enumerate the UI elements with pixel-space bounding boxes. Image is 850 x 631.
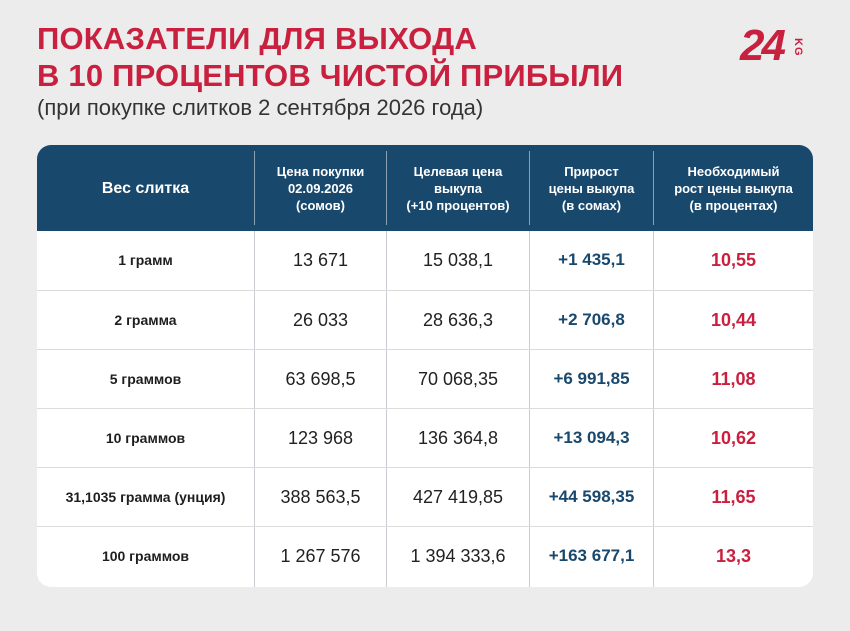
table-header: Вес слитка Цена покупки 02.09.2026 (сомо… <box>37 145 813 231</box>
title-line-2: В 10 ПРОЦЕНТОВ ЧИСТОЙ ПРИБЫЛИ <box>37 58 624 93</box>
column-divider <box>653 231 654 587</box>
cell-pct: 11,08 <box>711 368 756 389</box>
cell-buy-price: 1 267 576 <box>280 545 361 566</box>
table-row: 10 граммов 123 968 136 364,8 +13 094,3 1… <box>37 408 813 467</box>
table-body: 1 грамм 13 671 15 038,1 +1 435,1 10,55 2… <box>37 231 813 587</box>
cell-buy-price: 13 671 <box>292 249 349 270</box>
cell-target-price: 70 068,35 <box>417 368 499 389</box>
header-buy-price: Цена покупки 02.09.2026 (сомов) <box>276 163 365 213</box>
table-row: 2 грамма 26 033 28 636,3 +2 706,8 10,44 <box>37 290 813 349</box>
header-divider <box>386 151 387 225</box>
cell-weight: 1 грамм <box>118 252 173 268</box>
column-divider <box>386 231 387 587</box>
cell-target-price: 15 038,1 <box>422 249 494 270</box>
cell-pct: 13,3 <box>715 545 752 566</box>
cell-target-price: 427 419,85 <box>412 486 504 507</box>
column-divider <box>254 231 255 587</box>
header-gain: Прирост цены выкупа (в сомах) <box>548 163 635 213</box>
cell-target-price: 28 636,3 <box>422 309 494 330</box>
cell-gain: +2 706,8 <box>558 310 625 329</box>
cell-gain: +1 435,1 <box>558 250 625 269</box>
column-divider <box>529 231 530 587</box>
cell-gain: +13 094,3 <box>553 428 630 447</box>
header-weight: Вес слитка <box>101 179 190 197</box>
title-line-1: ПОКАЗАТЕЛИ ДЛЯ ВЫХОДА <box>37 21 477 56</box>
data-table: Вес слитка Цена покупки 02.09.2026 (сомо… <box>37 145 813 587</box>
cell-weight: 10 граммов <box>105 430 186 446</box>
header-divider <box>254 151 255 225</box>
header-divider <box>653 151 654 225</box>
logo-suffix: KG <box>792 38 804 57</box>
cell-weight: 31,1035 грамма (унция) <box>65 489 226 505</box>
cell-target-price: 136 364,8 <box>417 427 499 448</box>
cell-gain: +44 598,35 <box>548 487 635 506</box>
table-row: 31,1035 грамма (унция) 388 563,5 427 419… <box>37 467 813 526</box>
cell-target-price: 1 394 333,6 <box>410 545 506 566</box>
cell-buy-price: 388 563,5 <box>280 486 361 507</box>
logo-number: 24 <box>740 21 786 70</box>
header-pct: Необходимый рост цены выкупа (в процента… <box>674 163 793 213</box>
cell-weight: 100 граммов <box>101 548 190 564</box>
cell-pct: 11,65 <box>711 486 756 507</box>
cell-gain: +6 991,85 <box>553 369 630 388</box>
cell-buy-price: 63 698,5 <box>285 368 356 389</box>
cell-buy-price: 26 033 <box>292 309 349 330</box>
cell-pct: 10,62 <box>710 427 757 448</box>
page-title: ПОКАЗАТЕЛИ ДЛЯ ВЫХОДА В 10 ПРОЦЕНТОВ ЧИС… <box>37 20 623 94</box>
page-subtitle: (при покупке слитков 2 сентября 2026 год… <box>37 95 484 120</box>
cell-weight: 5 граммов <box>109 371 182 387</box>
table-row: 1 грамм 13 671 15 038,1 +1 435,1 10,55 <box>37 231 813 289</box>
header-target-price: Целевая цена выкупа (+10 процентов) <box>406 163 510 213</box>
table-row: 100 граммов 1 267 576 1 394 333,6 +163 6… <box>37 526 813 585</box>
table-row: 5 граммов 63 698,5 70 068,35 +6 991,85 1… <box>37 349 813 408</box>
cell-pct: 10,55 <box>710 249 757 270</box>
cell-buy-price: 123 968 <box>287 427 354 448</box>
brand-logo: 24 KG <box>740 22 820 72</box>
cell-gain: +163 677,1 <box>548 546 635 565</box>
header-divider <box>529 151 530 225</box>
cell-pct: 10,44 <box>710 309 757 330</box>
cell-weight: 2 грамма <box>114 312 177 328</box>
